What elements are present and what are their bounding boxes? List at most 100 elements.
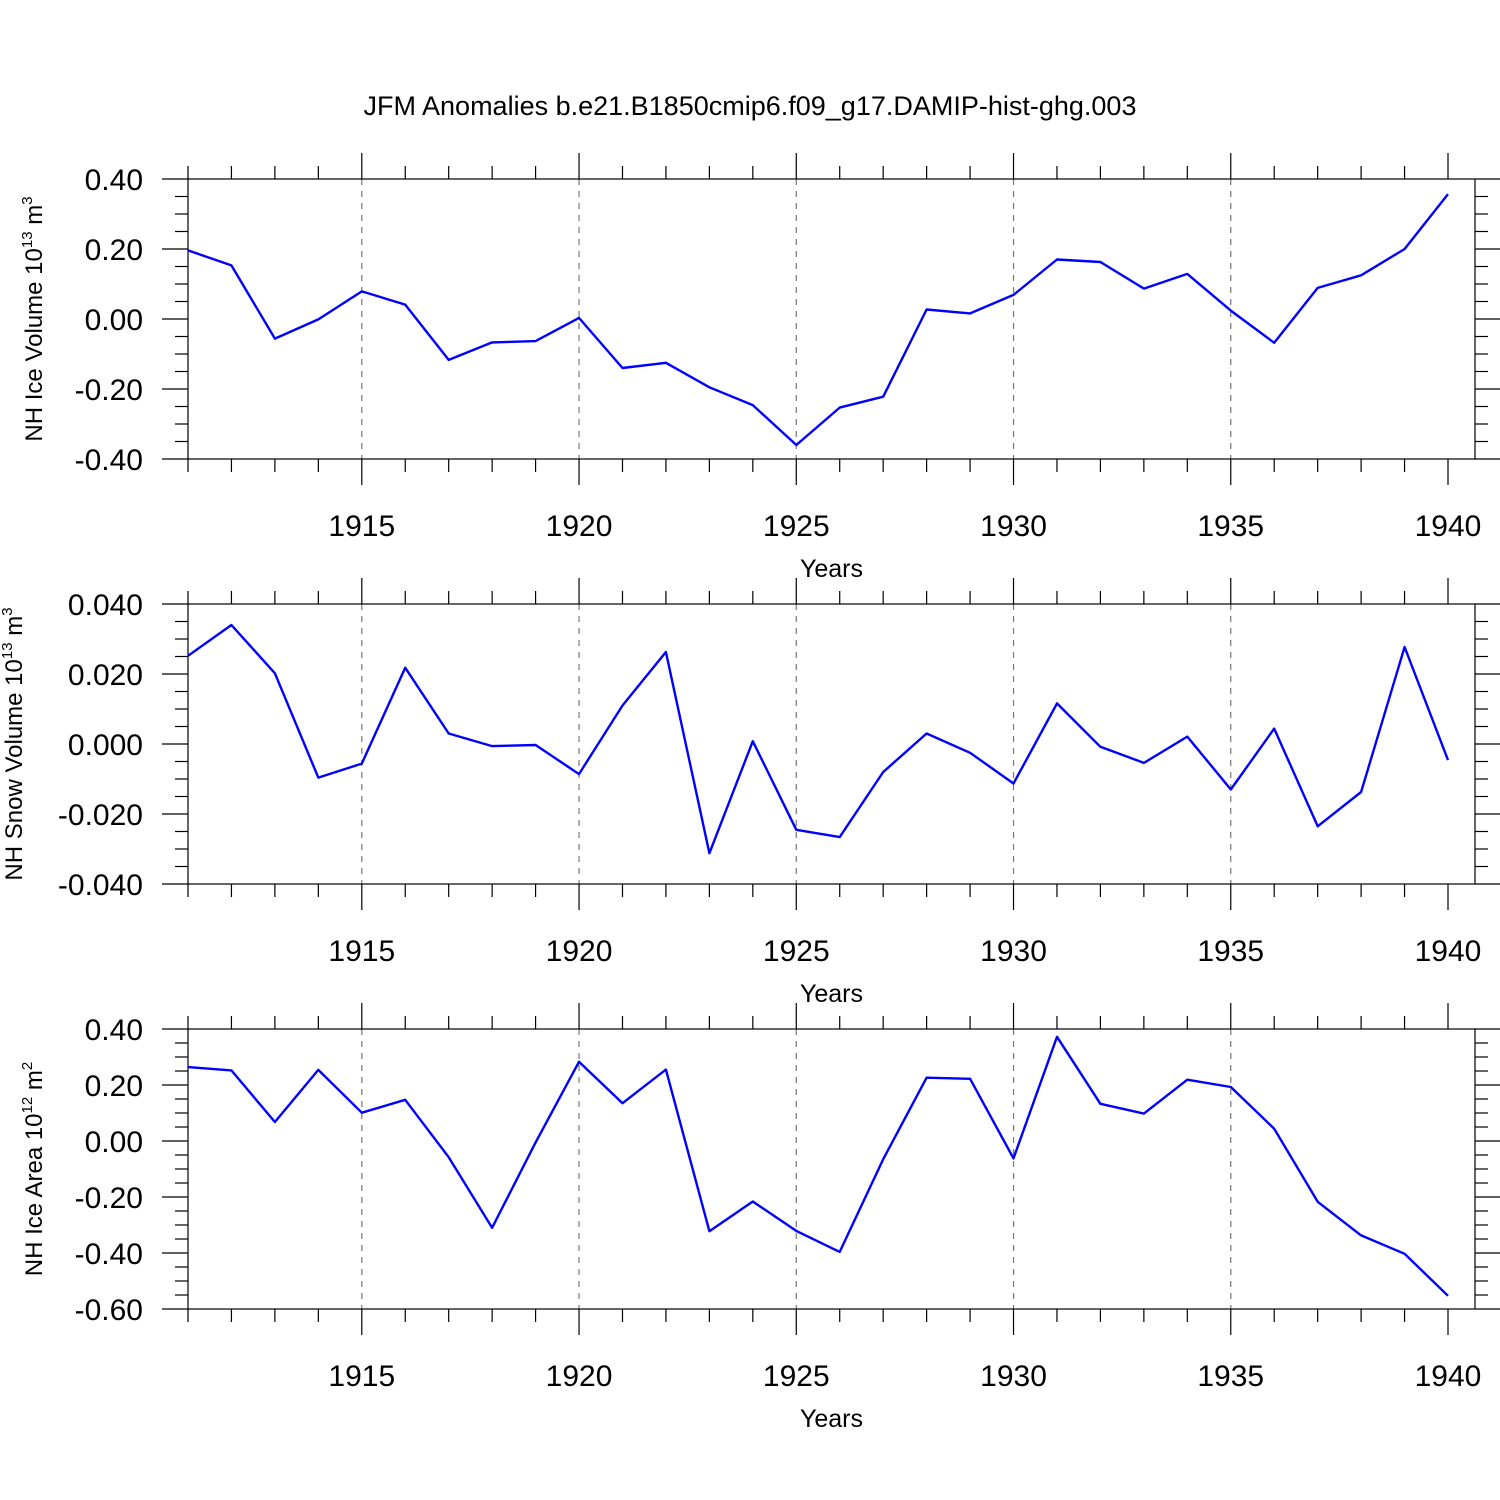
data-point (1446, 1294, 1450, 1298)
data-point (360, 762, 364, 766)
data-point (1185, 272, 1189, 276)
y-tick-label: 0.20 (85, 234, 143, 267)
y-tick-label: -0.40 (75, 1238, 143, 1271)
y-axis-label: NH Ice Area 1012 m2 (19, 1062, 48, 1276)
data-point (1316, 1200, 1320, 1204)
x-tick-label: 1940 (1415, 935, 1482, 968)
x-tick-label: 1915 (328, 935, 395, 968)
x-tick-label: 1930 (980, 935, 1047, 968)
data-point (968, 751, 972, 755)
chart-panel-1: 0.40 0.20 0.00 -0.20 -0.40 1915 1920 1925 1930 19… (19, 153, 1500, 583)
data-point (1272, 1127, 1276, 1131)
data-point (316, 317, 320, 321)
data-point (1403, 645, 1407, 649)
data-point (838, 406, 842, 410)
y-tick-label: -0.020 (58, 799, 143, 832)
chart-panel-2: 0.040 0.020 0.000 -0.020 -0.040 1915 1920 1925 1… (0, 578, 1500, 1008)
data-point (1055, 701, 1059, 705)
data-point (447, 1155, 451, 1159)
data-point (360, 1111, 364, 1115)
data-point (751, 739, 755, 743)
data-point (316, 1068, 320, 1072)
data-point (1142, 1112, 1146, 1116)
data-point (186, 654, 190, 658)
data-point (881, 395, 885, 399)
y-axis-label: NH Ice Volume 1013 m3 (19, 196, 48, 441)
data-point (664, 361, 668, 365)
data-point (403, 1098, 407, 1102)
x-tick-label: 1920 (546, 1360, 613, 1393)
y-tick-label: 0.040 (68, 589, 143, 622)
data-point (707, 1229, 711, 1233)
x-tick-label: 1930 (980, 1360, 1047, 1393)
data-point (1142, 761, 1146, 765)
data-point (664, 650, 668, 654)
x-tick-label: 1930 (980, 510, 1047, 543)
data-point (1142, 287, 1146, 291)
data-point (273, 671, 277, 675)
x-tick-label: 1915 (328, 1360, 395, 1393)
data-point (1055, 258, 1059, 262)
data-point (490, 1226, 494, 1230)
data-point (1185, 735, 1189, 739)
x-axis-label: Years (800, 980, 863, 1008)
data-point (751, 1199, 755, 1203)
data-point (577, 1060, 581, 1064)
data-point (534, 1140, 538, 1144)
data-point (1316, 286, 1320, 290)
data-point (1229, 309, 1233, 313)
data-point (1359, 273, 1363, 277)
y-axis-label: NH Snow Volume 1013 m3 (0, 607, 28, 880)
y-tick-label: 0.40 (85, 164, 143, 197)
y-tick-label: -0.040 (58, 869, 143, 902)
data-point (273, 1120, 277, 1124)
x-tick-label: 1915 (328, 510, 395, 543)
x-axis-label: Years (800, 1405, 863, 1433)
data-point (534, 743, 538, 747)
data-point (707, 851, 711, 855)
x-tick-label: 1925 (763, 510, 830, 543)
data-point (1403, 1252, 1407, 1256)
data-point (620, 366, 624, 370)
x-tick-label: 1940 (1415, 510, 1482, 543)
data-point (1403, 247, 1407, 251)
data-point (447, 358, 451, 362)
x-tick-label: 1935 (1197, 935, 1264, 968)
data-point (1012, 782, 1016, 786)
data-point (229, 1068, 233, 1072)
y-tick-label: -0.20 (75, 1182, 143, 1215)
data-point (1359, 790, 1363, 794)
series-line (187, 1035, 1449, 1297)
data-point (1229, 1085, 1233, 1089)
data-point (707, 385, 711, 389)
x-tick-label: 1920 (546, 935, 613, 968)
x-tick-label: 1940 (1415, 1360, 1482, 1393)
data-point (1098, 1102, 1102, 1106)
data-point (1185, 1078, 1189, 1082)
data-point (620, 704, 624, 708)
data-point (1446, 758, 1450, 762)
y-tick-label: 0.40 (85, 1014, 143, 1047)
data-point (403, 666, 407, 670)
data-point (925, 732, 929, 736)
x-tick-label: 1925 (763, 1360, 830, 1393)
data-point (490, 744, 494, 748)
data-point (620, 1101, 624, 1105)
data-point (968, 1077, 972, 1081)
chart-panel-3: 0.40 0.20 0.00 -0.20 -0.40 -0.60 1915 1920 1925 1… (19, 1003, 1500, 1433)
data-point (881, 1157, 885, 1161)
data-point (360, 289, 364, 293)
plot-frame (187, 178, 1476, 460)
data-point (490, 340, 494, 344)
data-point (186, 248, 190, 252)
data-point (1446, 192, 1450, 196)
data-point (1098, 260, 1102, 264)
data-point (838, 1250, 842, 1254)
data-point (186, 1065, 190, 1069)
data-point (881, 770, 885, 774)
series-line (187, 193, 1449, 447)
data-point (1272, 341, 1276, 345)
data-point (838, 835, 842, 839)
data-point (1098, 745, 1102, 749)
